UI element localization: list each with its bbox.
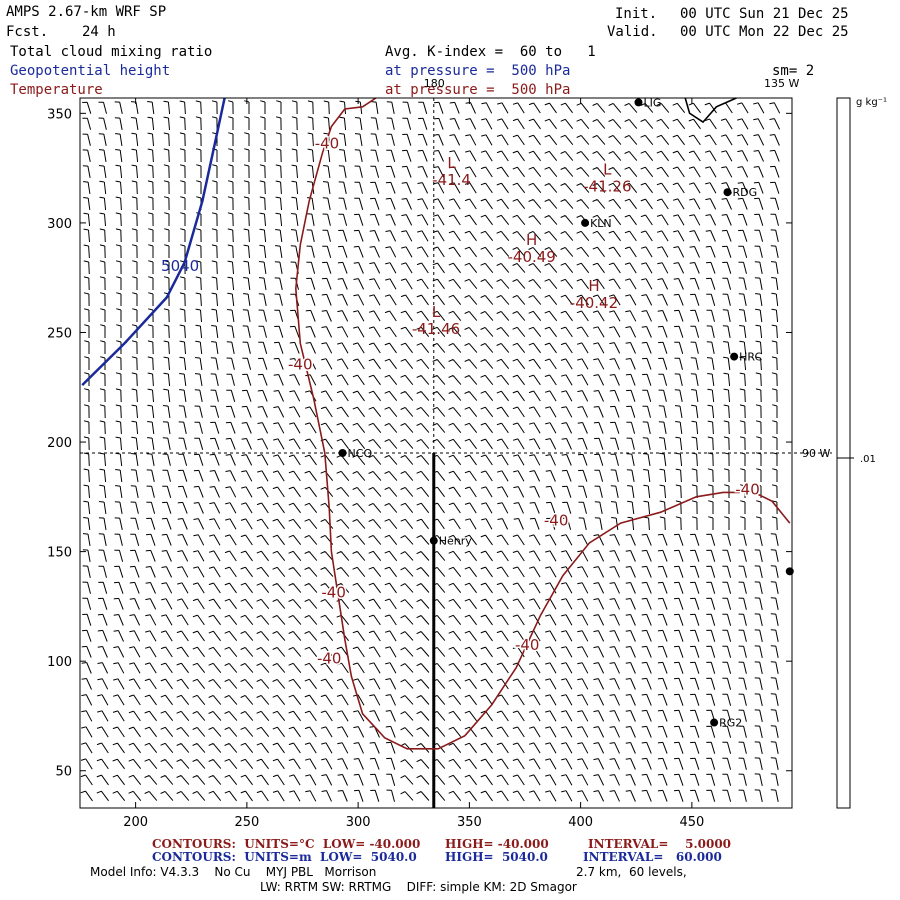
field-temperature: Temperature [10, 82, 103, 98]
temperature-contour-label: -40 [515, 636, 540, 654]
forecast-label: Fcst. [6, 24, 49, 40]
k-index-range: Avg. K-index = 60 to 1 [385, 44, 596, 60]
temp-contour-info: CONTOURS: UNITS=°C LOW= -40.000 [152, 837, 421, 851]
colorbar-unit: g kg⁻¹ [856, 97, 887, 108]
field-geopotential: Geopotential height [10, 63, 171, 79]
x-tick-label: 350 [457, 815, 482, 830]
height-contour-5040 [81, 97, 226, 386]
x-tick-label: 450 [679, 815, 704, 830]
station-label: RDG [732, 186, 757, 199]
temperature-contour-minus40 [294, 97, 791, 750]
map-annotations: 5040-40-40-40-40-40-40-40L-41.4L-41.26H-… [161, 77, 830, 730]
temperature-contour-label: -40 [315, 134, 340, 152]
station-marker [338, 449, 347, 457]
height-contour-interval: INTERVAL= 60.000 [583, 850, 722, 864]
x-tick-label: 250 [234, 815, 259, 830]
temperature-contour-label: -40 [288, 356, 313, 374]
station-marker [710, 718, 719, 727]
station-marker [785, 567, 794, 576]
y-tick-label: 200 [47, 436, 72, 451]
station-label: HRC [739, 351, 762, 364]
y-tick-label: 150 [47, 546, 72, 561]
meridian-label-180: 180 [424, 77, 445, 90]
model-title: AMPS 2.67-km WRF SP [6, 4, 167, 20]
height-contour-info: CONTOURS: UNITS=m LOW= 5040.0 [152, 850, 417, 864]
meridian-lines [80, 98, 832, 808]
init-label: Init. [615, 6, 658, 22]
grid-info: 2.7 km, 60 levels, [576, 865, 687, 879]
height-contour-label: 5040 [161, 257, 199, 275]
y-tick-label: 350 [47, 107, 72, 122]
station-label: Henry [439, 535, 473, 548]
extremum-value: -41.46 [412, 320, 460, 338]
pressure-level-temp: at pressure = 500 hPa [385, 82, 571, 98]
y-tick-label: 250 [47, 326, 72, 341]
station-label: LIG [643, 96, 661, 109]
x-tick-label: 200 [123, 815, 148, 830]
plot-frame [79, 97, 793, 809]
smoothing-label: sm= 2 [772, 63, 815, 79]
colorbar-box [836, 97, 851, 809]
station-label: KLN [590, 217, 612, 230]
pressure-level-height: at pressure = 500 hPa [385, 63, 571, 79]
extremum-symbol: H [588, 277, 599, 295]
temperature-contour-label: -40 [735, 481, 760, 499]
plot-axes: 200 250 300 350 400 450 50 100 150 200 250 300 350 [47, 98, 792, 830]
y-tick-label: 50 [55, 765, 72, 780]
extremum-value: -40.49 [507, 248, 555, 266]
wind-barbs [80, 100, 781, 803]
station-marker [730, 352, 739, 361]
wind-barb-field [80, 100, 781, 803]
height-contour-high: HIGH= 5040.0 [445, 850, 548, 864]
temperature-contour-label: -40 [321, 584, 346, 602]
valid-label: Valid. [607, 24, 658, 40]
station-marker [634, 98, 643, 107]
station-marker [581, 218, 590, 227]
extremum-symbol: H [526, 231, 537, 249]
meridian-label-90w: 90 W [802, 447, 830, 460]
station-label: NCO [348, 447, 373, 460]
valid-value: 00 UTC Mon 22 Dec 25 [680, 24, 849, 40]
model-info: Model Info: V4.3.3 No Cu MYJ PBL Morriso… [90, 865, 377, 879]
station-marker [723, 188, 732, 197]
temperature-contour-label: -40 [317, 649, 342, 667]
temp-contour-high: HIGH= -40.000 [445, 837, 549, 851]
colorbar-tick-label: .01 [860, 454, 876, 465]
station-marker [429, 536, 438, 545]
extremum-symbol: L [432, 303, 441, 321]
field-cloud-mixing: Total cloud mixing ratio [10, 44, 213, 60]
init-value: 00 UTC Sun 21 Dec 25 [680, 6, 849, 22]
temperature-contour-label: -40 [544, 511, 569, 529]
temperature-contour-small [684, 97, 737, 124]
physics-info: LW: RRTM SW: RRTMG DIFF: simple KM: 2D S… [260, 880, 577, 894]
extremum-value: -41.26 [583, 178, 631, 196]
colorbar: .01 g kg⁻¹ [836, 97, 887, 809]
extremum-symbol: L [447, 154, 456, 172]
x-tick-label: 400 [568, 815, 593, 830]
y-tick-label: 100 [47, 655, 72, 670]
x-tick-label: 300 [346, 815, 371, 830]
temp-contour-interval: INTERVAL= 5.0000 [588, 837, 732, 851]
y-tick-label: 300 [47, 217, 72, 232]
meridian-label-135w: 135 W [764, 77, 799, 90]
extremum-symbol: L [603, 161, 612, 179]
forecast-value: 24 h [82, 24, 116, 40]
extremum-value: -40.42 [570, 294, 618, 312]
station-label: RG2 [719, 717, 742, 730]
extremum-value: -41.4 [432, 171, 471, 189]
contour-lines [81, 97, 791, 750]
